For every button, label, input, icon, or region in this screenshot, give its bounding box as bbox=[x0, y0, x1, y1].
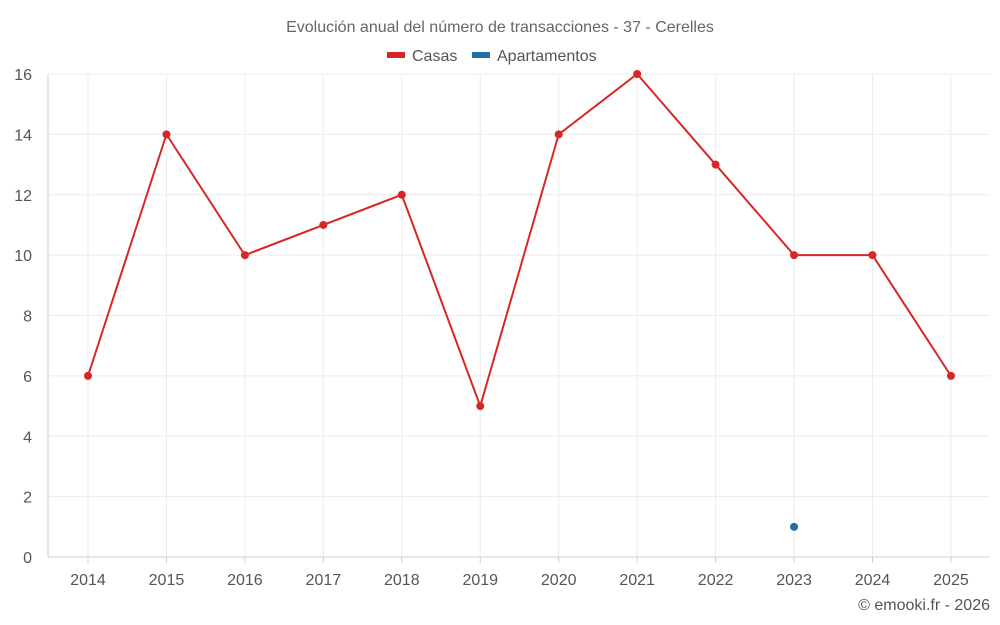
chart-title: Evolución anual del número de transaccio… bbox=[286, 19, 714, 36]
x-tick-label: 2022 bbox=[698, 572, 734, 589]
data-point-casas[interactable] bbox=[397, 190, 406, 199]
legend-swatch-apartamentos bbox=[472, 52, 490, 58]
footer-credit: © emooki.fr - 2026 bbox=[858, 597, 990, 614]
data-point-casas[interactable] bbox=[711, 160, 720, 169]
y-tick-label: 8 bbox=[23, 309, 32, 326]
x-tick-label: 2015 bbox=[149, 572, 185, 589]
legend[interactable]: Casas Apartamentos bbox=[387, 48, 597, 65]
y-tick-label: 2 bbox=[23, 490, 32, 507]
x-tick-label: 2021 bbox=[619, 572, 655, 589]
series-layer bbox=[84, 70, 955, 531]
y-tick-label: 6 bbox=[23, 369, 32, 386]
axes: 0 2 4 6 8 10 12 14 16 2014 2015 2016 2017 2018 2019 202… bbox=[14, 67, 990, 589]
x-tick-label: 2025 bbox=[933, 572, 969, 589]
data-point-casas[interactable] bbox=[946, 371, 955, 380]
grid bbox=[48, 73, 990, 557]
series-line-casas bbox=[87, 73, 952, 408]
y-tick-label: 14 bbox=[14, 127, 32, 144]
data-point-casas[interactable] bbox=[319, 220, 328, 229]
data-point-casas[interactable] bbox=[162, 130, 171, 139]
data-point-apartamentos[interactable] bbox=[790, 522, 799, 531]
legend-label-apartamentos[interactable]: Apartamentos bbox=[497, 48, 597, 65]
data-point-casas[interactable] bbox=[240, 251, 249, 260]
y-tick-label: 16 bbox=[14, 67, 32, 84]
x-tick-label: 2020 bbox=[541, 572, 577, 589]
data-point-casas[interactable] bbox=[633, 70, 642, 78]
x-tick-label: 2014 bbox=[70, 572, 106, 589]
y-tick-label: 12 bbox=[14, 188, 32, 205]
data-point-casas[interactable] bbox=[554, 130, 563, 139]
legend-label-casas[interactable]: Casas bbox=[412, 48, 457, 65]
y-tick-label: 0 bbox=[23, 550, 32, 567]
x-tick-label: 2023 bbox=[776, 572, 812, 589]
y-tick-label: 10 bbox=[14, 248, 32, 265]
data-point-casas[interactable] bbox=[476, 402, 485, 411]
x-tick-label: 2017 bbox=[306, 572, 342, 589]
x-tick-label: 2018 bbox=[384, 572, 420, 589]
data-point-casas[interactable] bbox=[868, 251, 877, 260]
y-tick-label: 4 bbox=[23, 429, 32, 446]
legend-swatch-casas bbox=[387, 52, 405, 58]
x-tick-label: 2019 bbox=[462, 572, 498, 589]
data-point-casas[interactable] bbox=[84, 371, 92, 380]
x-tick-label: 2024 bbox=[855, 572, 891, 589]
data-point-casas[interactable] bbox=[790, 251, 799, 260]
x-tick-label: 2016 bbox=[227, 572, 263, 589]
